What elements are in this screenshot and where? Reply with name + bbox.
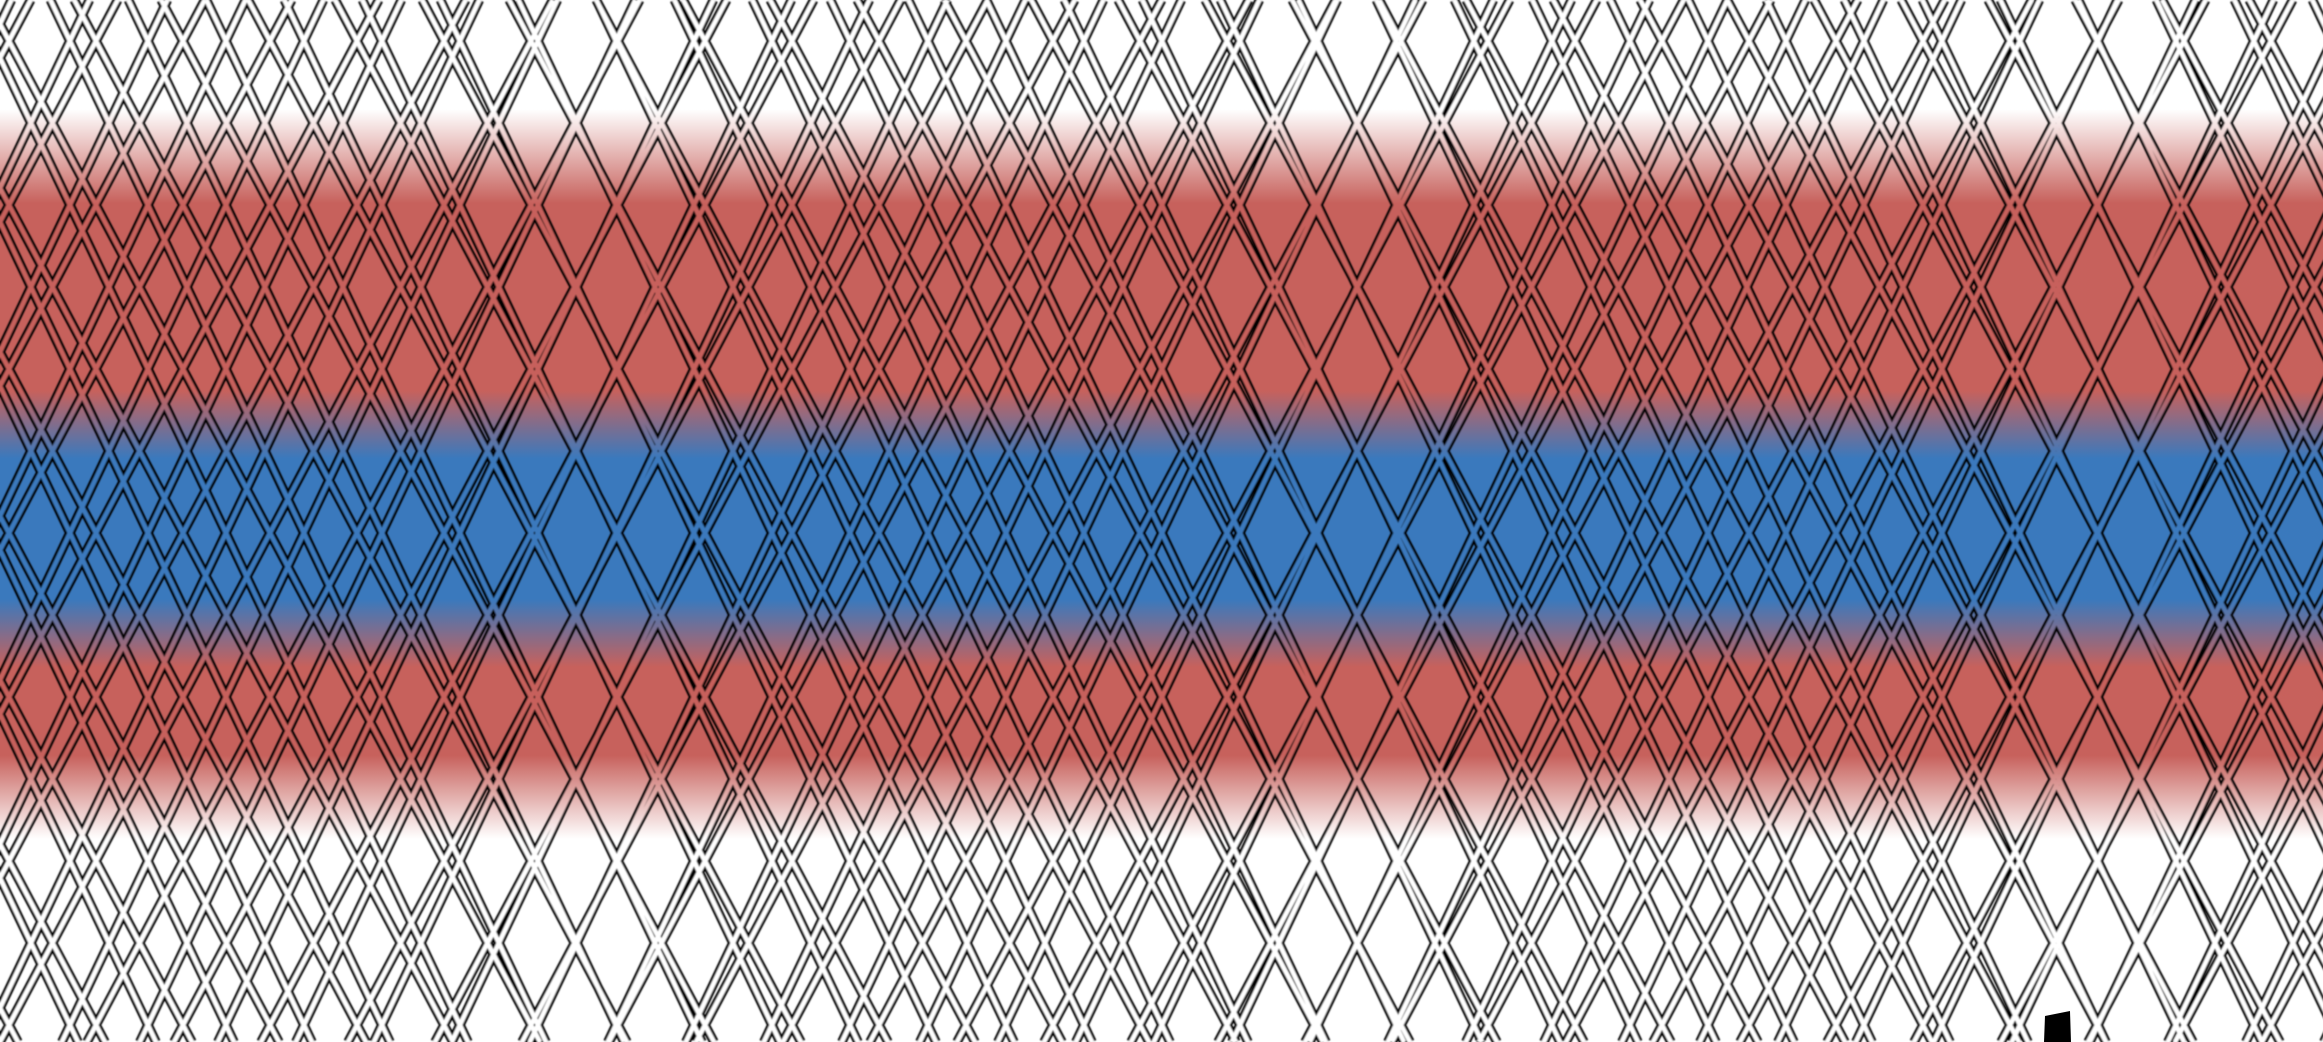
black-cursor-artifact <box>2044 1011 2071 1042</box>
